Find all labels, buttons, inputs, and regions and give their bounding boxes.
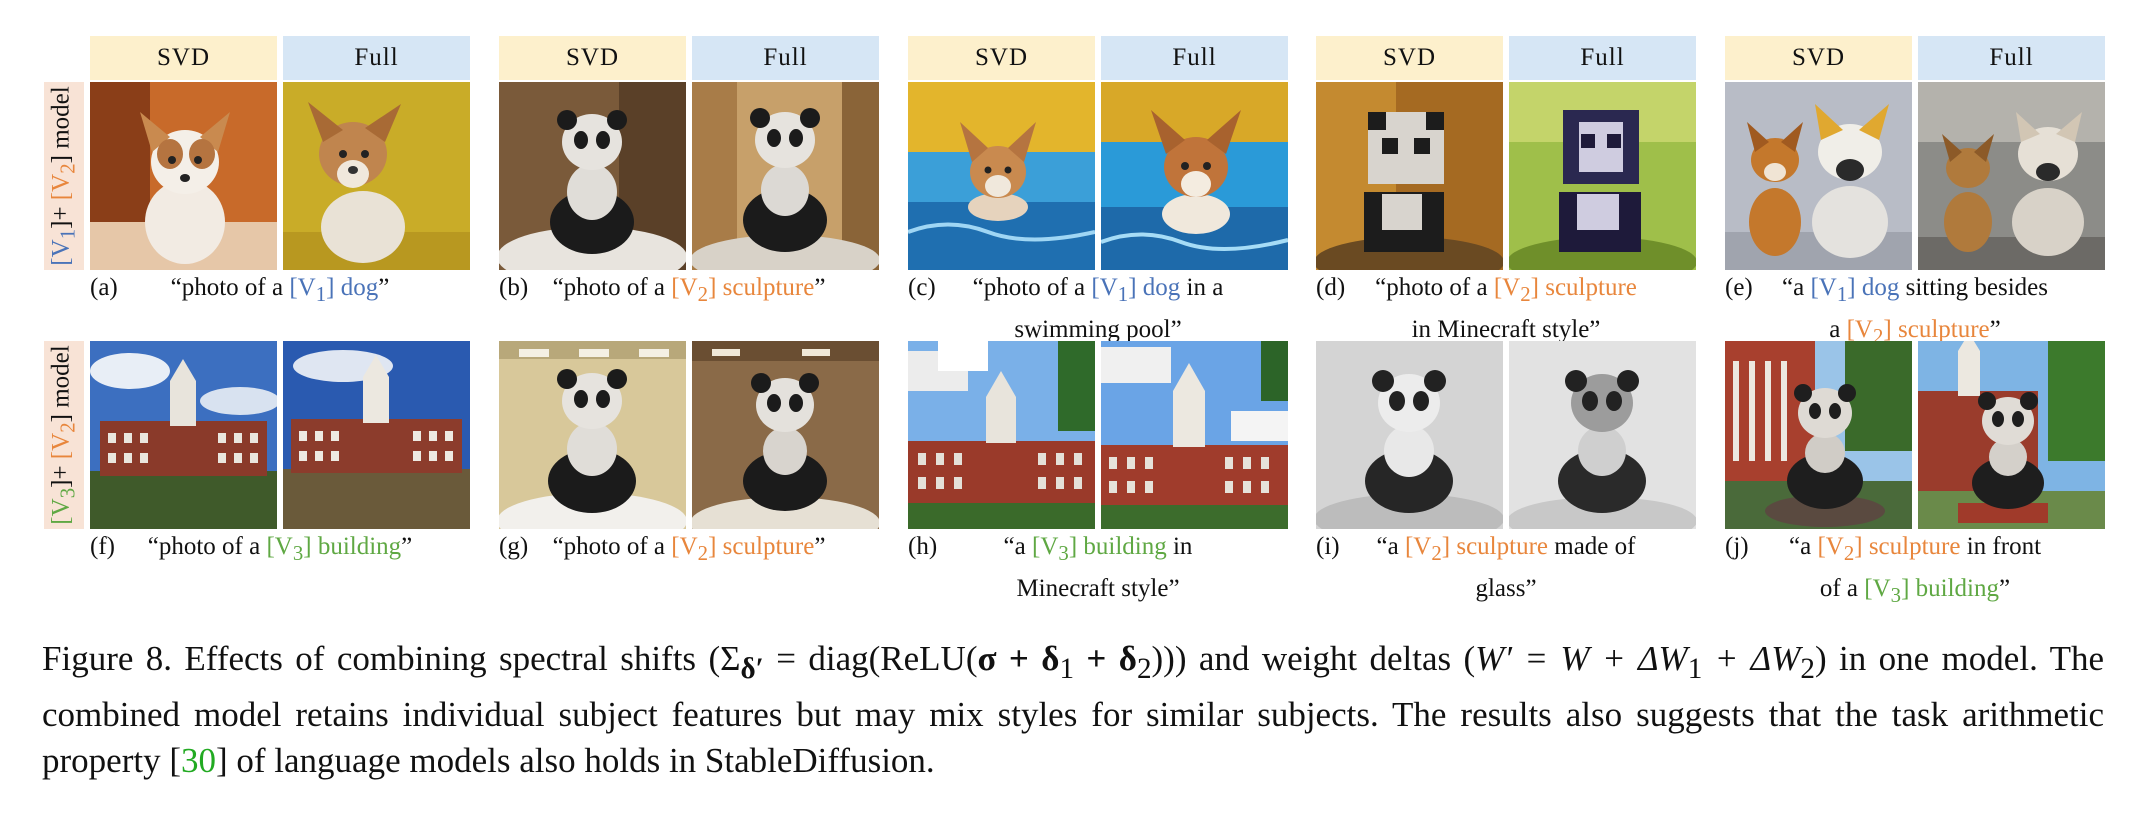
header-full-4: Full <box>1509 36 1696 80</box>
image-a-svd-dog <box>90 82 277 270</box>
citation-link[interactable]: 30 <box>180 741 216 780</box>
image-g-svd-sculpture <box>499 341 686 529</box>
row-label-v3-v2-model: [V3]+ [V2] model <box>44 341 84 529</box>
caption-i: (i) “a [V2] sculpture made of glass” <box>1316 529 1696 606</box>
caption-d: (d) “photo of a [V2] sculpture in Minecr… <box>1316 270 1696 347</box>
row-label-v1-v2-model: [V1]+ [V2] model <box>44 82 84 270</box>
image-c-full-dog-pool <box>1101 82 1288 270</box>
caption-a-label: (a) <box>90 274 118 301</box>
caption-h: (h) “a [V3] building in Minecraft style” <box>908 529 1288 606</box>
image-c-svd-dog-pool <box>908 82 1095 270</box>
image-i-full-glass-sculpture <box>1509 341 1696 529</box>
header-svd-5: SVD <box>1725 36 1912 80</box>
caption-j: (j) “a [V2] sculpture in front of a [V3]… <box>1725 529 2105 613</box>
header-full-5: Full <box>1918 36 2105 80</box>
header-svd-2: SVD <box>499 36 686 80</box>
image-f-full-building <box>283 341 470 529</box>
image-d-svd-minecraft-sculpture <box>1316 82 1503 270</box>
caption-e: (e) “a [V1] dog sitting besides a [V2] s… <box>1725 270 2105 354</box>
caption-i-label: (i) <box>1316 533 1340 560</box>
header-svd-3: SVD <box>908 36 1095 80</box>
image-b-svd-sculpture <box>499 82 686 270</box>
image-j-full-sculpture-building <box>1918 341 2105 529</box>
caption-c: (c) “photo of a [V1] dog in a swimming p… <box>908 270 1288 347</box>
caption-a: (a) “photo of a [V1] dog” <box>90 270 470 312</box>
header-svd-4: SVD <box>1316 36 1503 80</box>
image-d-full-minecraft-sculpture <box>1509 82 1696 270</box>
caption-e-label: (e) <box>1725 274 1753 301</box>
image-g-full-sculpture <box>692 341 879 529</box>
image-i-svd-glass-sculpture <box>1316 341 1503 529</box>
image-j-svd-sculpture-building <box>1725 341 1912 529</box>
caption-c-label: (c) <box>908 274 936 301</box>
caption-g: (g) “photo of a [V2] sculpture” <box>499 529 879 571</box>
header-svd-1: SVD <box>90 36 277 80</box>
caption-b: (b) “photo of a [V2] sculpture” <box>499 270 879 312</box>
image-f-svd-building <box>90 341 277 529</box>
image-h-svd-minecraft-building <box>908 341 1095 529</box>
header-full-1: Full <box>283 36 470 80</box>
image-h-full-minecraft-building <box>1101 341 1288 529</box>
image-e-svd-dogs <box>1725 82 1912 270</box>
caption-b-label: (b) <box>499 274 529 301</box>
image-a-full-dog <box>283 82 470 270</box>
header-full-3: Full <box>1101 36 1288 80</box>
caption-f-label: (f) <box>90 533 115 560</box>
caption-g-label: (g) <box>499 533 529 560</box>
caption-h-label: (h) <box>908 533 938 560</box>
caption-j-label: (j) <box>1725 533 1749 560</box>
caption-d-label: (d) <box>1316 274 1346 301</box>
image-e-full-dogs <box>1918 82 2105 270</box>
image-b-full-sculpture <box>692 82 879 270</box>
header-full-2: Full <box>692 36 879 80</box>
figure-caption: Figure 8. Effects of combining spectral … <box>42 639 2104 780</box>
caption-f: (f) “photo of a [V3] building” <box>90 529 470 571</box>
